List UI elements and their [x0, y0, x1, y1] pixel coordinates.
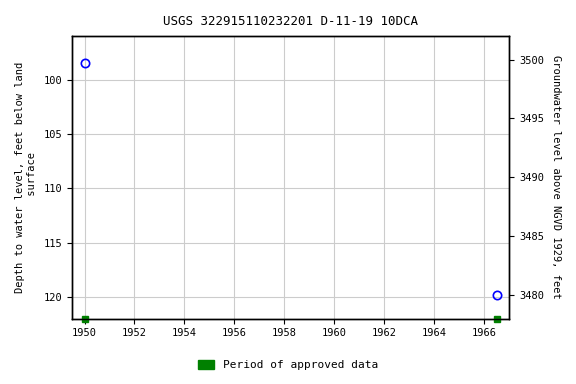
Legend: Period of approved data: Period of approved data: [193, 356, 383, 375]
Y-axis label: Groundwater level above NGVD 1929, feet: Groundwater level above NGVD 1929, feet: [551, 55, 561, 299]
Y-axis label: Depth to water level, feet below land
 surface: Depth to water level, feet below land su…: [15, 62, 37, 293]
Title: USGS 322915110232201 D-11-19 10DCA: USGS 322915110232201 D-11-19 10DCA: [163, 15, 418, 28]
